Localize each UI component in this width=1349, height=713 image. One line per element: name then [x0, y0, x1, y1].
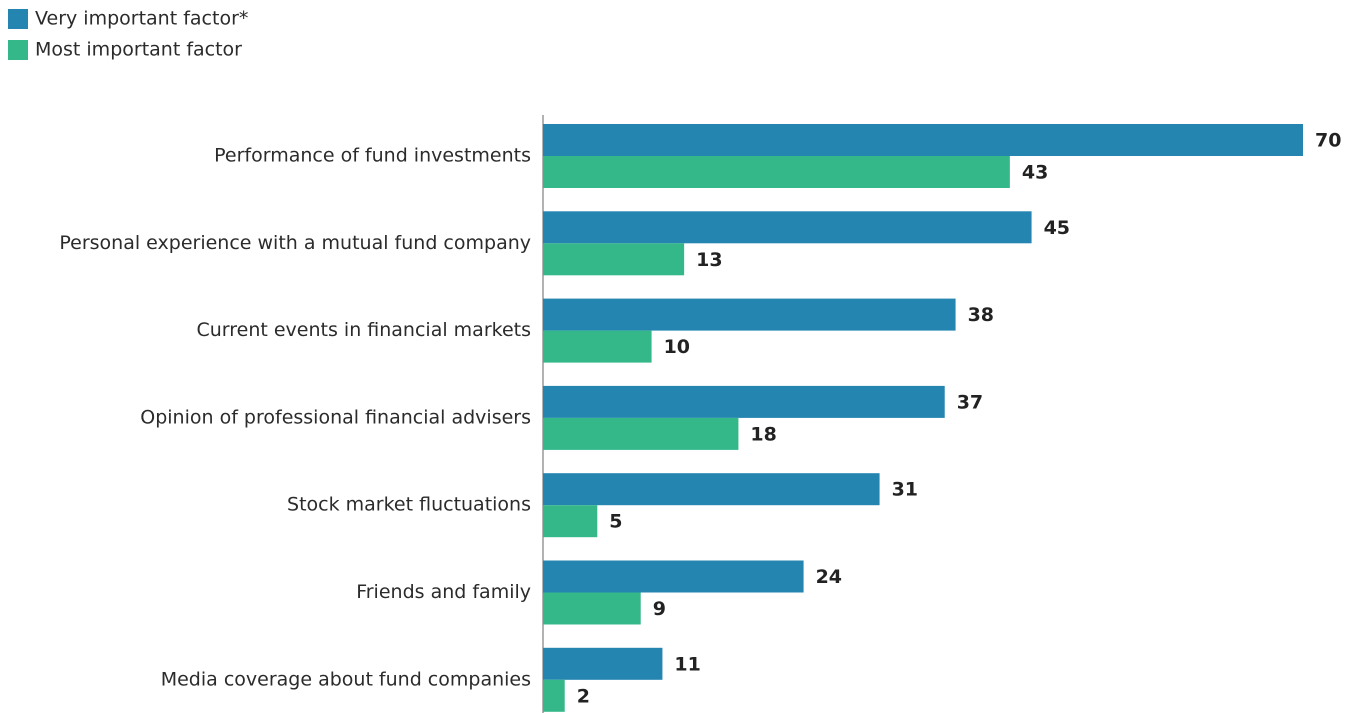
value-label: 43 — [1022, 162, 1048, 184]
bar — [543, 298, 956, 331]
category-label: Performance of fund investments — [214, 145, 531, 167]
category-label: Current events in financial markets — [196, 319, 531, 341]
bar — [543, 473, 880, 506]
value-label: 10 — [664, 336, 690, 358]
value-label: 9 — [653, 598, 666, 620]
value-label: 18 — [750, 423, 776, 445]
category-label: Opinion of professional financial advise… — [140, 406, 531, 428]
value-label: 45 — [1044, 217, 1070, 239]
value-label: 5 — [609, 511, 622, 533]
bar — [543, 211, 1032, 244]
legend-swatch — [8, 40, 28, 60]
value-label: 11 — [674, 653, 700, 675]
bar — [543, 124, 1303, 156]
category-label: Media coverage about fund companies — [161, 668, 531, 690]
legend-label: Very important factor* — [35, 8, 248, 30]
category-label: Friends and family — [356, 581, 531, 603]
legend-swatch — [8, 9, 28, 29]
category-label: Personal experience with a mutual fund c… — [59, 232, 531, 254]
bar — [543, 330, 652, 363]
bar — [543, 156, 1010, 188]
bar — [543, 417, 739, 450]
bar — [543, 560, 804, 593]
value-label: 13 — [696, 249, 722, 271]
bar — [543, 679, 565, 712]
bar — [543, 385, 945, 418]
value-label: 24 — [816, 566, 842, 588]
category-label: Stock market fluctuations — [287, 494, 531, 516]
value-label: 38 — [968, 304, 994, 326]
legend-label: Most important factor — [35, 39, 242, 61]
bar — [543, 505, 598, 538]
value-label: 2 — [577, 685, 590, 707]
value-label: 37 — [957, 391, 983, 413]
bar — [543, 647, 663, 680]
bar — [543, 243, 685, 276]
value-label: 70 — [1315, 130, 1341, 152]
bar — [543, 592, 641, 625]
value-label: 31 — [892, 479, 918, 501]
